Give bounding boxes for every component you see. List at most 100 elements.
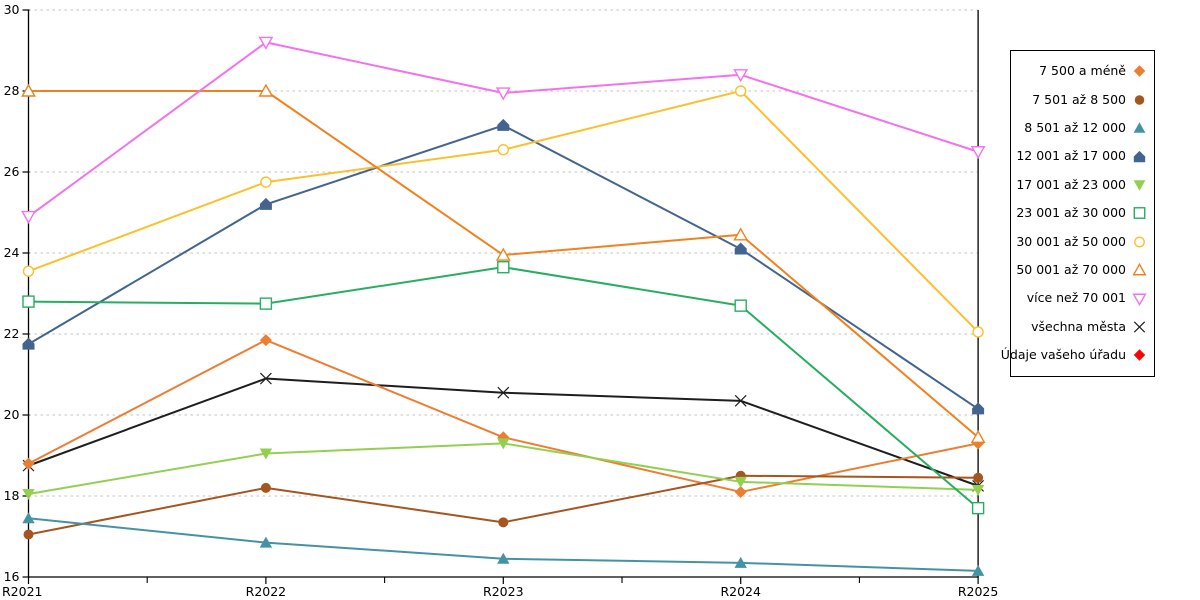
data-point-marker: [734, 485, 747, 498]
data-point-marker: [23, 529, 34, 540]
legend-item: Údaje vašeho úřadu: [1001, 347, 1154, 363]
y-tick-label: 24: [4, 245, 20, 260]
y-tick-label: 30: [4, 2, 20, 17]
series: [22, 512, 985, 576]
legend-item: 7 500 a méně: [1011, 63, 1154, 79]
data-point-marker: [734, 242, 747, 255]
data-point-marker: [258, 36, 274, 50]
data-point-marker: [495, 247, 511, 261]
y-tick-label: 20: [4, 407, 20, 422]
data-point-marker: [21, 83, 36, 97]
data-point-marker: [22, 337, 35, 350]
series: [22, 438, 985, 500]
data-point-marker: [259, 334, 272, 347]
legend-item: více než 70 001: [1011, 291, 1154, 307]
x-tick-label: R2025: [958, 584, 999, 599]
series: [22, 260, 985, 515]
y-tick-label: 28: [4, 83, 20, 98]
legend-marker-icon: [1134, 95, 1145, 105]
legend-marker-icon: [1133, 150, 1146, 162]
data-point-marker: [972, 326, 984, 338]
legend-item: všechna města: [1011, 319, 1154, 335]
legend-item-label: 23 001 až 30 000: [1016, 205, 1126, 221]
triangle-down-marker-icon: [1132, 293, 1147, 306]
legend-marker-icon: [1132, 263, 1147, 276]
x-marker-icon: [1133, 321, 1146, 333]
data-point-marker: [259, 536, 273, 548]
data-point-marker: [735, 85, 747, 97]
data-point-marker: [22, 295, 35, 308]
legend-item-label: 8 501 až 12 000: [1024, 119, 1126, 135]
diamond-marker-icon: [1133, 349, 1146, 362]
data-point-marker: [498, 517, 509, 528]
square-marker-icon: [1133, 207, 1146, 220]
circle-marker-icon: [1134, 236, 1145, 248]
data-point-marker: [22, 512, 35, 524]
legend-item-label: 7 500 a méně: [1039, 63, 1126, 79]
data-point-marker: [734, 556, 747, 568]
data-point-marker: [497, 386, 510, 399]
series: [21, 83, 986, 443]
legend: 7 500 a méně 7 501 až 8 500 8 501 až 12 00…: [1001, 50, 1155, 377]
triangle-up-marker-icon: [1133, 122, 1146, 133]
data-point-marker: [22, 457, 35, 470]
legend-item-label: 30 001 až 50 000: [1016, 233, 1126, 249]
legend-marker-icon: [1134, 236, 1145, 248]
legend-item-label: 7 501 až 8 500: [1032, 91, 1126, 107]
data-point-marker: [733, 227, 749, 241]
legend-marker-icon: [1133, 180, 1146, 191]
diamond-marker-icon: [1133, 65, 1146, 78]
data-point-marker: [259, 197, 272, 210]
legend-item: 30 001 až 50 000: [1011, 234, 1154, 250]
data-point-marker: [260, 482, 271, 493]
data-point-marker: [971, 564, 985, 576]
legend-marker-icon: [1132, 293, 1147, 306]
legend-item-label: Údaje vašeho úřadu: [1000, 347, 1126, 363]
legend-item: 7 501 až 8 500: [1011, 92, 1154, 108]
y-tick-label: 18: [4, 488, 20, 503]
legend-item: 17 001 až 23 000: [1011, 177, 1154, 193]
legend-marker-icon: [1133, 349, 1146, 362]
legend-item-label: 50 001 až 70 000: [1016, 262, 1126, 277]
data-point-marker: [497, 118, 510, 131]
series: [22, 85, 984, 338]
series-line: [28, 442, 979, 495]
legend-marker-icon: [1133, 122, 1146, 133]
series: [22, 334, 985, 498]
series-group: [21, 36, 986, 576]
data-point-marker: [22, 488, 35, 500]
series: [21, 36, 986, 224]
data-point-marker: [972, 402, 985, 415]
axes: 16 18 20 22 24 26 28 30 R2021 R2022 R2023 R2024 R202…: [2, 2, 998, 599]
data-point-marker: [497, 144, 509, 156]
data-point-marker: [259, 297, 273, 310]
data-point-marker: [497, 552, 510, 564]
legend-item: 23 001 až 30 000: [1011, 205, 1154, 221]
data-point-marker: [733, 69, 749, 83]
data-point-marker: [970, 146, 986, 160]
x-tick-label: R2023: [483, 584, 524, 599]
data-point-marker: [971, 484, 985, 496]
series: [23, 470, 984, 540]
y-tick-label: 26: [4, 164, 20, 179]
data-point-marker: [734, 299, 747, 312]
x-tick-label: R2024: [720, 584, 761, 599]
data-point-marker: [259, 448, 273, 460]
data-point-marker: [22, 265, 35, 277]
legend-item-label: 12 001 až 17 000: [1016, 148, 1126, 164]
data-point-marker: [21, 210, 36, 224]
legend-item-label: 17 001 až 23 000: [1016, 176, 1126, 192]
data-point-marker: [497, 438, 510, 450]
data-point-marker: [258, 83, 274, 97]
data-point-marker: [973, 472, 984, 483]
legend-marker-icon: [1133, 321, 1146, 333]
data-point-marker: [734, 394, 747, 407]
legend-item: 50 001 až 70 000: [1011, 262, 1154, 278]
triangle-down-marker-icon: [1133, 180, 1146, 191]
pentagon-marker-icon: [1133, 150, 1146, 162]
x-tick-label: R2022: [246, 584, 287, 599]
legend-item: 8 501 až 12 000: [1011, 120, 1154, 136]
triangle-up-marker-icon: [1132, 263, 1147, 276]
